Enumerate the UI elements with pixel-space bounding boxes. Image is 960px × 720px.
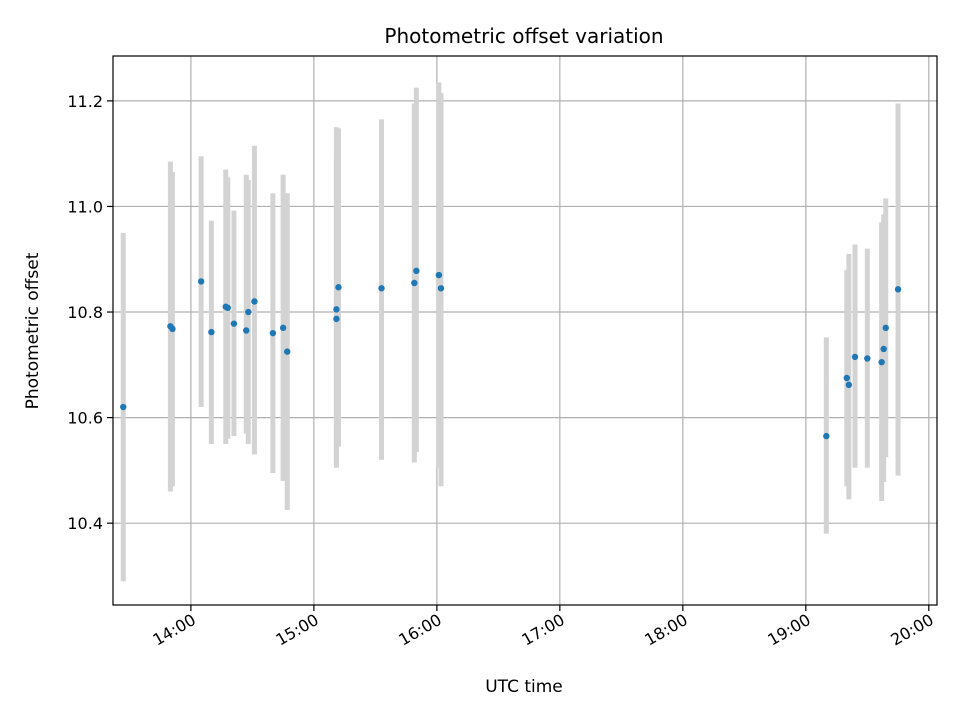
data-point [437, 285, 445, 292]
data-point [269, 329, 277, 337]
data-point [845, 381, 853, 389]
data-point [411, 279, 418, 287]
data-point [230, 320, 238, 327]
data-point [823, 432, 830, 440]
data-points [120, 267, 902, 440]
data-point [284, 348, 291, 355]
data-point [333, 315, 340, 323]
data-point [224, 304, 231, 312]
y-tick-label: 11.0 [67, 197, 103, 216]
data-point [197, 278, 205, 285]
data-point [243, 327, 250, 334]
data-point [378, 285, 385, 292]
data-point [878, 358, 885, 366]
data-point [864, 355, 871, 362]
data-point [169, 325, 176, 333]
data-point [279, 324, 287, 332]
data-point [120, 403, 127, 411]
data-point [851, 353, 859, 361]
y-tick-label: 10.6 [67, 409, 103, 428]
data-point [880, 345, 887, 353]
data-point [333, 306, 340, 313]
data-point [894, 286, 902, 293]
x-axis-label: UTC time [485, 677, 563, 697]
plot-frame [112, 55, 938, 606]
data-point [843, 374, 851, 382]
data-point [435, 271, 443, 279]
data-point [413, 267, 420, 275]
chart-title: Photometric offset variation [384, 24, 663, 48]
y-tick-label: 10.8 [67, 303, 103, 322]
y-tick-label: 10.4 [67, 514, 103, 533]
data-point [208, 328, 215, 336]
data-point [335, 284, 342, 291]
data-point [245, 308, 252, 316]
y-tick-label: 11.2 [67, 92, 103, 111]
data-point [251, 298, 258, 305]
data-point [882, 324, 889, 332]
y-axis-label: Photometric offset [23, 252, 43, 409]
axis-ticks: 14:00 15:00 16:00 17:00 18:00 19:00 20:0010.41… [67, 92, 936, 650]
